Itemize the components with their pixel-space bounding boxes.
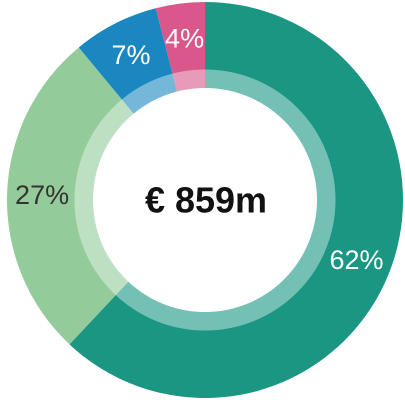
center-hole (93, 88, 317, 312)
inner-ring (74, 69, 336, 331)
center-label: € 859m (145, 180, 267, 221)
value-label: 62% (330, 245, 384, 275)
value-label: 7% (111, 40, 150, 70)
value-label: 4% (165, 23, 204, 53)
value-label: 27% (15, 180, 69, 210)
